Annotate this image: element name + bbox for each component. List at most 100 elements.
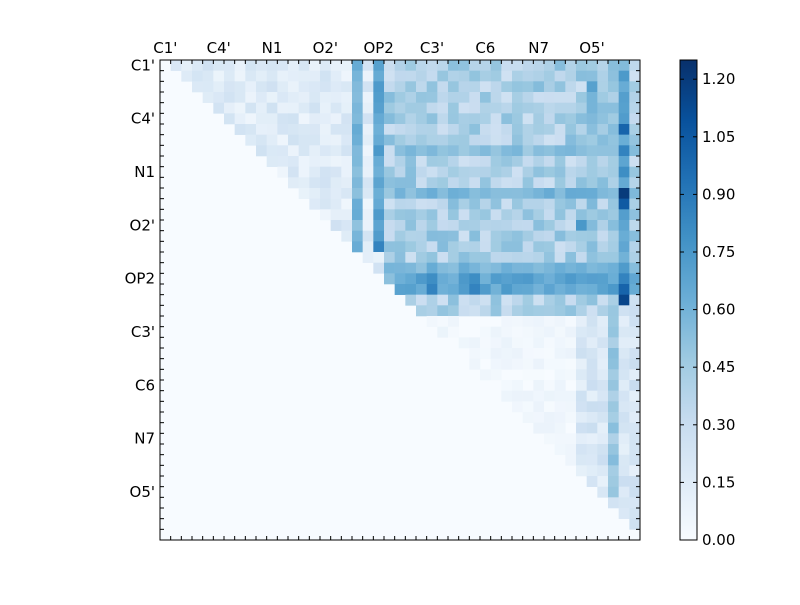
heatmap-cell	[405, 198, 417, 210]
heatmap-cell	[320, 124, 331, 135]
heatmap-cell	[586, 156, 598, 167]
heatmap-cell	[394, 188, 406, 199]
heatmap-cell	[448, 81, 459, 93]
heatmap-cell	[373, 188, 385, 199]
heatmap-cell	[448, 209, 459, 221]
heatmap-cell	[544, 102, 555, 114]
heatmap-cell	[586, 444, 598, 455]
heatmap-cell	[554, 156, 566, 167]
heatmap-cell	[512, 337, 523, 349]
heatmap-cell	[213, 81, 225, 93]
heatmap-cell	[426, 252, 438, 263]
heatmap-cell	[586, 113, 598, 125]
heatmap-cell	[298, 113, 310, 125]
heatmap-cell	[576, 401, 587, 413]
heatmap-cell	[362, 134, 374, 146]
heatmap-cell	[522, 305, 534, 317]
heatmap-cell	[586, 380, 598, 391]
heatmap-cell	[544, 113, 555, 125]
heatmap-cell	[512, 134, 523, 146]
heatmap-cell	[490, 145, 502, 157]
heatmap-cell	[448, 92, 459, 103]
heatmap-cell	[533, 305, 545, 317]
heatmap-cell	[224, 92, 235, 103]
heatmap-cell	[202, 70, 214, 82]
heatmap-cell	[245, 60, 257, 71]
heatmap-cell	[458, 294, 470, 306]
heatmap-cell	[384, 177, 395, 189]
heatmap-cell	[458, 337, 470, 349]
heatmap-cell	[288, 113, 299, 125]
heatmap-cell	[565, 145, 577, 157]
heatmap-cell	[512, 401, 523, 413]
heatmap-cell	[576, 390, 587, 402]
heatmap-cell	[565, 92, 577, 103]
heatmap-cell	[245, 124, 257, 135]
heatmap-cell	[469, 241, 481, 253]
heatmap-cell	[277, 102, 289, 114]
heatmap-cell	[522, 252, 534, 263]
heatmap-cell	[320, 102, 331, 114]
heatmap-cell	[512, 358, 523, 370]
heatmap-cell	[544, 326, 555, 338]
heatmap-cell	[629, 465, 641, 477]
heatmap-cell	[352, 209, 363, 221]
heatmap-cell	[597, 390, 609, 402]
heatmap-cell	[544, 422, 555, 434]
heatmap-cell	[533, 358, 545, 370]
heatmap-cell	[352, 60, 363, 71]
x-tick-label: C6	[475, 39, 495, 57]
heatmap-cell	[490, 198, 502, 210]
heatmap-cell	[586, 369, 598, 381]
heatmap-cell	[384, 273, 395, 285]
heatmap-cell	[458, 60, 470, 71]
heatmap-cell	[533, 241, 545, 253]
heatmap-cell	[416, 70, 427, 82]
heatmap-cell	[533, 102, 545, 114]
heatmap-cell	[576, 412, 587, 423]
heatmap-cell	[597, 422, 609, 434]
heatmap-cell	[618, 358, 630, 370]
heatmap-cell	[544, 177, 555, 189]
heatmap-cell	[565, 337, 577, 349]
x-tick-label: C1'	[153, 39, 177, 57]
heatmap-cell	[512, 380, 523, 391]
heatmap-cell	[629, 81, 641, 93]
heatmap-cell	[458, 102, 470, 114]
heatmap-cell	[618, 316, 630, 327]
heatmap-cell	[352, 70, 363, 82]
heatmap-cell	[586, 476, 598, 487]
heatmap-cell	[533, 326, 545, 338]
heatmap-cell	[597, 273, 609, 285]
heatmap-cell	[416, 113, 427, 125]
heatmap-cell	[426, 305, 438, 317]
heatmap-cell	[544, 188, 555, 199]
heatmap-cell	[544, 401, 555, 413]
heatmap-cell	[373, 134, 385, 146]
heatmap-cell	[469, 337, 481, 349]
heatmap-cell	[597, 81, 609, 93]
heatmap-cell	[618, 60, 630, 71]
colorbar-tick-label: 0.75	[702, 243, 735, 261]
heatmap-cell	[394, 241, 406, 253]
heatmap-cell	[298, 81, 310, 93]
heatmap-cell	[597, 294, 609, 306]
heatmap-cell	[448, 156, 459, 167]
heatmap-cell	[426, 273, 438, 285]
heatmap-cell	[330, 81, 342, 93]
heatmap-cell	[405, 166, 417, 178]
heatmap-cell	[266, 156, 278, 167]
heatmap-cell	[544, 70, 555, 82]
heatmap-cell	[522, 273, 534, 285]
heatmap-cell	[544, 358, 555, 370]
heatmap-cell	[618, 305, 630, 317]
heatmap-cell	[277, 124, 289, 135]
heatmap-cell	[277, 70, 289, 82]
heatmap-cell	[448, 273, 459, 285]
heatmap-cell	[576, 252, 587, 263]
heatmap-cell	[554, 124, 566, 135]
heatmap-cell	[277, 60, 289, 71]
heatmap-cell	[490, 102, 502, 114]
heatmap-cell	[629, 390, 641, 402]
heatmap-cell	[629, 401, 641, 413]
